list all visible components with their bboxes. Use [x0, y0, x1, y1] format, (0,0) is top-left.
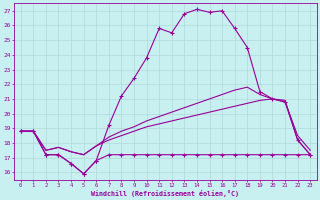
X-axis label: Windchill (Refroidissement éolien,°C): Windchill (Refroidissement éolien,°C) — [92, 190, 239, 197]
